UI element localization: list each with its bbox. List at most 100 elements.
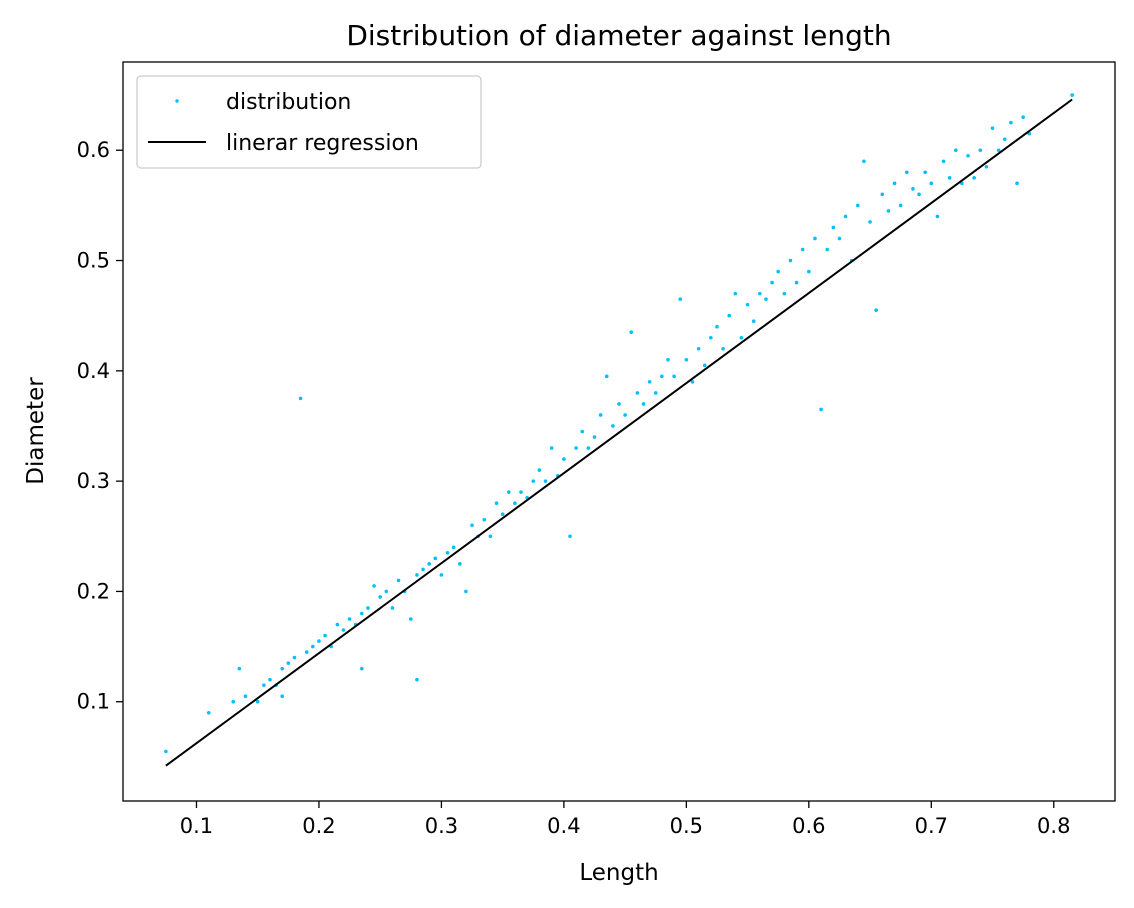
data-point bbox=[709, 335, 713, 340]
data-point bbox=[237, 666, 242, 671]
data-point bbox=[531, 479, 536, 483]
y-tick-label: 0.3 bbox=[77, 469, 110, 493]
data-point bbox=[996, 148, 1001, 153]
data-point bbox=[451, 545, 456, 550]
data-point bbox=[966, 153, 970, 158]
data-point bbox=[905, 170, 909, 175]
data-point bbox=[262, 683, 266, 687]
data-point bbox=[947, 176, 952, 180]
data-point bbox=[206, 710, 211, 715]
data-point bbox=[911, 187, 915, 191]
data-point bbox=[317, 639, 321, 643]
data-point bbox=[231, 699, 236, 704]
data-point bbox=[1021, 115, 1025, 119]
data-point bbox=[917, 192, 921, 197]
data-point bbox=[268, 677, 272, 682]
data-point bbox=[347, 617, 352, 621]
data-point bbox=[243, 694, 248, 699]
data-point bbox=[751, 319, 756, 324]
data-point bbox=[1002, 137, 1007, 142]
data-point bbox=[880, 192, 885, 197]
data-point bbox=[929, 181, 934, 186]
data-point bbox=[513, 501, 517, 505]
data-point bbox=[831, 225, 836, 230]
data-point bbox=[390, 606, 395, 610]
legend: distribution linerar regression bbox=[136, 75, 482, 169]
plot-area bbox=[122, 61, 1116, 802]
data-point bbox=[280, 666, 285, 671]
data-point bbox=[862, 159, 866, 164]
data-point bbox=[807, 269, 811, 274]
data-point bbox=[617, 402, 621, 406]
data-point bbox=[764, 297, 768, 301]
data-point bbox=[733, 291, 738, 296]
data-point bbox=[672, 374, 676, 379]
axes-frame bbox=[122, 61, 1116, 802]
x-tick-label: 0.5 bbox=[670, 814, 703, 838]
y-axis-ticks: 0.1 0.2 0.3 0.4 0.5 0.6 bbox=[77, 138, 123, 714]
data-point bbox=[500, 512, 505, 517]
data-point bbox=[1015, 181, 1019, 186]
data-point bbox=[427, 562, 431, 566]
data-point bbox=[819, 407, 823, 412]
data-point bbox=[372, 584, 376, 588]
x-tick-label: 0.2 bbox=[302, 814, 335, 838]
data-point bbox=[825, 247, 829, 252]
data-point bbox=[409, 617, 413, 621]
regression-line-layer bbox=[165, 98, 1073, 767]
data-point bbox=[923, 170, 927, 175]
data-point bbox=[641, 402, 646, 406]
data-point bbox=[666, 358, 670, 362]
data-point bbox=[396, 578, 401, 583]
data-point bbox=[788, 258, 793, 263]
x-tick-label: 0.3 bbox=[425, 814, 458, 838]
data-point bbox=[843, 214, 848, 219]
data-point bbox=[378, 595, 382, 599]
data-point bbox=[886, 209, 891, 213]
data-point bbox=[647, 380, 652, 384]
data-point bbox=[727, 313, 732, 318]
data-point bbox=[506, 490, 511, 494]
data-point bbox=[494, 501, 499, 505]
data-point bbox=[457, 562, 462, 566]
data-point bbox=[366, 606, 370, 610]
data-point bbox=[953, 148, 958, 153]
data-point bbox=[1070, 93, 1074, 97]
data-point bbox=[604, 374, 609, 379]
data-point bbox=[439, 573, 444, 577]
data-point bbox=[286, 661, 291, 665]
scatter-points bbox=[164, 93, 1074, 754]
data-point bbox=[433, 556, 438, 561]
data-point bbox=[745, 302, 750, 307]
x-axis-label: Length bbox=[579, 860, 658, 886]
data-point bbox=[323, 633, 327, 638]
data-point bbox=[782, 291, 787, 296]
data-point bbox=[984, 164, 989, 169]
data-point bbox=[360, 666, 364, 671]
data-point bbox=[702, 363, 707, 368]
data-point bbox=[415, 573, 419, 577]
data-point bbox=[776, 269, 781, 274]
data-point bbox=[800, 247, 805, 252]
x-axis-ticks: 0.1 0.2 0.3 0.4 0.5 0.6 0.7 0.8 bbox=[180, 801, 1070, 838]
data-point bbox=[568, 534, 572, 539]
data-point bbox=[813, 236, 817, 241]
y-tick-label: 0.4 bbox=[77, 359, 110, 383]
data-point bbox=[837, 236, 842, 241]
chart-title: Distribution of diameter against length bbox=[346, 19, 891, 52]
data-point bbox=[470, 523, 474, 528]
x-tick-label: 0.8 bbox=[1037, 814, 1070, 838]
data-point bbox=[360, 611, 364, 616]
data-point bbox=[978, 148, 983, 153]
data-point bbox=[384, 589, 389, 594]
data-point bbox=[990, 126, 995, 130]
data-point bbox=[892, 181, 897, 186]
data-point bbox=[941, 159, 946, 164]
data-point bbox=[715, 324, 719, 329]
data-point bbox=[758, 291, 762, 296]
data-point bbox=[537, 468, 542, 472]
x-tick-label: 0.7 bbox=[915, 814, 948, 838]
data-point bbox=[298, 396, 303, 401]
data-point bbox=[335, 622, 340, 627]
